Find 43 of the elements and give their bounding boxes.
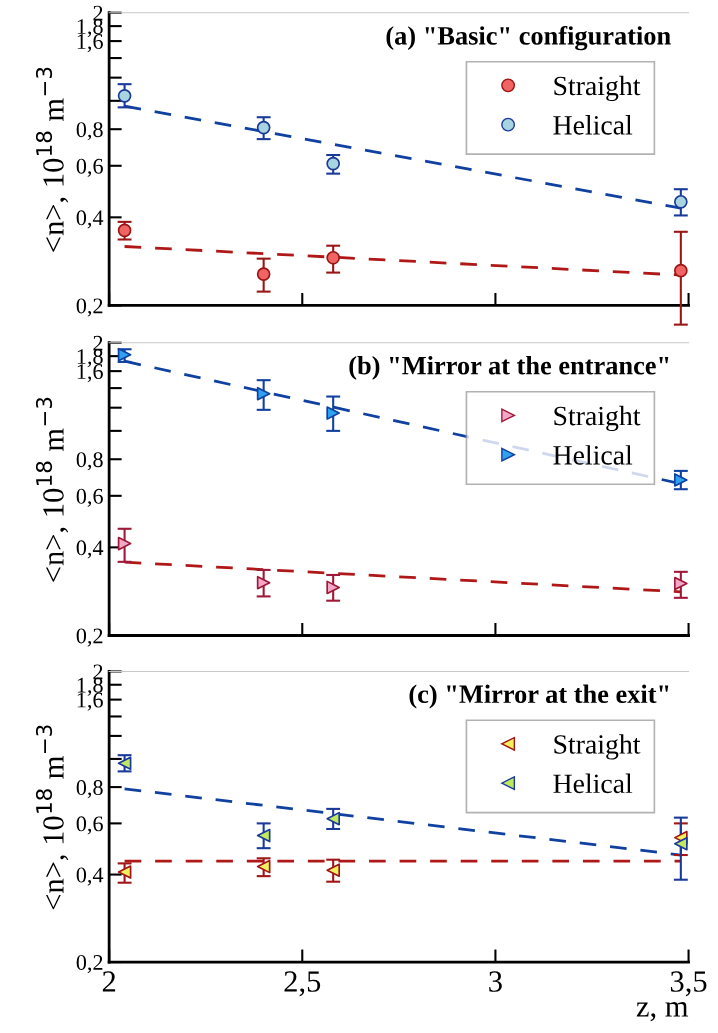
point	[326, 811, 341, 826]
point	[256, 575, 271, 590]
y-tick-label: 0,8	[76, 122, 103, 141]
y-tick-label: 0,2	[76, 298, 103, 317]
point	[673, 836, 688, 851]
point	[326, 580, 341, 595]
y-tick-label: 0,8	[76, 780, 103, 799]
y-tick-label: 0,4	[76, 540, 104, 559]
y-tick-label: 2	[93, 335, 103, 351]
legend-label: Straight	[554, 405, 641, 432]
y-tick-label: 0,2	[76, 628, 103, 647]
point	[673, 473, 688, 487]
x-tick-label: 3,5	[670, 971, 707, 997]
point	[117, 536, 132, 551]
x-tick-label: 2,5	[284, 971, 321, 997]
chart-title: (a) "Basic" configuration	[386, 25, 671, 51]
y-tick-label: 0,2	[76, 954, 103, 974]
legend-label: Helical	[553, 115, 633, 135]
legend-label: Helical	[553, 773, 633, 794]
legend-label: Straight	[554, 75, 641, 102]
legend-label: Helical	[553, 445, 633, 465]
chart-title: (c) "Mirror at the exit"	[409, 684, 669, 709]
point	[117, 865, 132, 879]
y-axis-title: <n>, 10$^{18}$ m$^{−3}$	[35, 397, 69, 582]
y-tick-label: 0,6	[76, 158, 103, 177]
y-tick-label: 0,6	[76, 816, 103, 835]
y-tick-label: 2	[93, 5, 103, 21]
point	[673, 576, 688, 591]
point	[256, 859, 271, 874]
x-tick-label: 3	[489, 971, 502, 992]
y-axis-title: <n>, 10$^{18}$ m$^{−3}$	[35, 67, 69, 252]
y-tick-label: 0,4	[76, 210, 104, 229]
y-axis-title: <n>, 10$^{18}$ m$^{−3}$	[35, 725, 69, 910]
x-axis-title: z, m	[636, 1002, 689, 1022]
y-tick-label: 0,6	[76, 488, 103, 507]
y-tick-label: 0,4	[76, 867, 104, 886]
legend-label: Straight	[554, 734, 641, 760]
point	[256, 386, 271, 401]
point	[326, 863, 341, 878]
chart-title: (b) "Mirror at the entrance"	[349, 355, 669, 380]
y-tick-label: 0,8	[76, 452, 103, 471]
point	[256, 828, 271, 843]
point	[326, 406, 341, 420]
